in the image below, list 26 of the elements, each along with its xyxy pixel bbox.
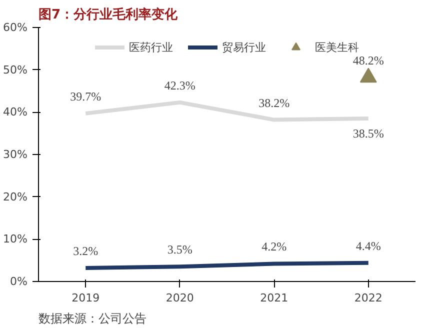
y-tick-label: 20% [3,190,28,204]
y-tick-label: 40% [3,106,28,119]
data-label: 39.7% [70,89,102,104]
x-tick-label: 2019 [72,292,100,304]
line-series [84,100,370,122]
y-tick-label: 60% [3,21,28,34]
source-note: 数据来源：公司公告 [38,312,146,326]
x-tick-label: 2020 [166,292,194,304]
x-tick-label: 2021 [260,292,288,304]
y-tick-label: 50% [3,63,28,76]
x-tick-label: 2022 [354,292,382,304]
y-tick-label: 0% [10,275,28,288]
legend-label: 医美生科 [315,40,359,54]
legend-label: 贸易行业 [222,40,266,54]
data-label: 42.3% [164,78,196,92]
data-label: 4.4% [356,238,381,253]
y-tick-label: 10% [3,232,28,246]
data-label: 48.2% [352,53,384,68]
data-label: 3.2% [73,244,98,258]
y-tick-label: 30% [3,148,28,161]
data-label: 3.5% [167,242,192,257]
chart-title: 图7：分行业毛利率变化 [38,6,179,22]
data-label: 38.2% [258,96,290,110]
data-label: 38.5% [352,126,384,141]
legend-label: 医药行业 [129,40,173,54]
data-label: 4.2% [262,240,287,254]
